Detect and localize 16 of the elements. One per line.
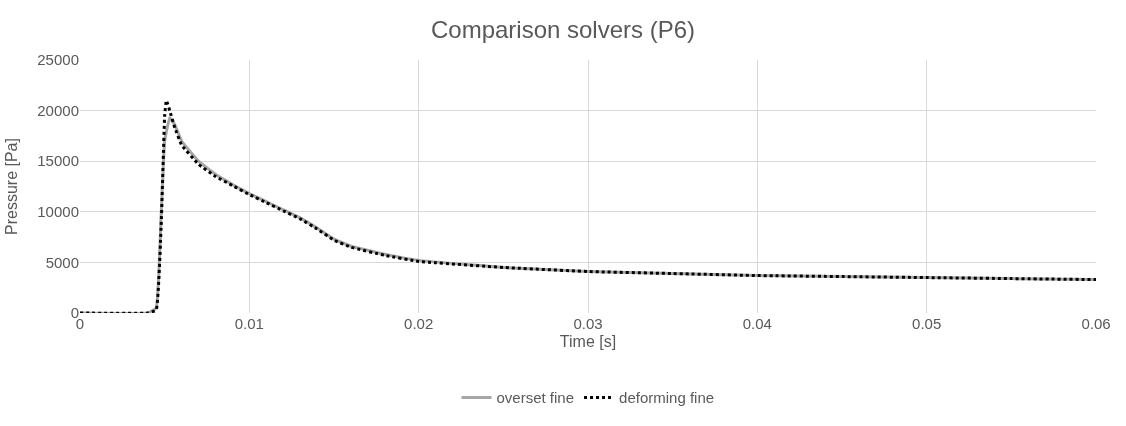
x-axis-title: Time [s] [559, 332, 617, 350]
x-tick-label: 0.03 [573, 315, 603, 332]
x-tick-label: 0.05 [912, 315, 942, 332]
y-tick-label: 15000 [37, 152, 79, 170]
y-tick-label: 10000 [37, 203, 79, 221]
x-tick-label: 0.02 [404, 315, 434, 332]
legend-label: deforming fine [619, 389, 715, 407]
x-tick-label: 0.06 [1081, 315, 1111, 332]
y-tick-label: 25000 [37, 51, 79, 69]
x-tick-label: 0.01 [234, 315, 264, 332]
x-tick-label: 0.04 [742, 315, 772, 332]
chart-title: Comparison solvers (P6) [430, 16, 696, 44]
y-tick-label: 20000 [37, 101, 79, 119]
y-axis-title: Pressure [Pa] [3, 138, 21, 235]
y-tick-label: 5000 [45, 253, 79, 271]
legend-label: overset fine [496, 389, 575, 407]
